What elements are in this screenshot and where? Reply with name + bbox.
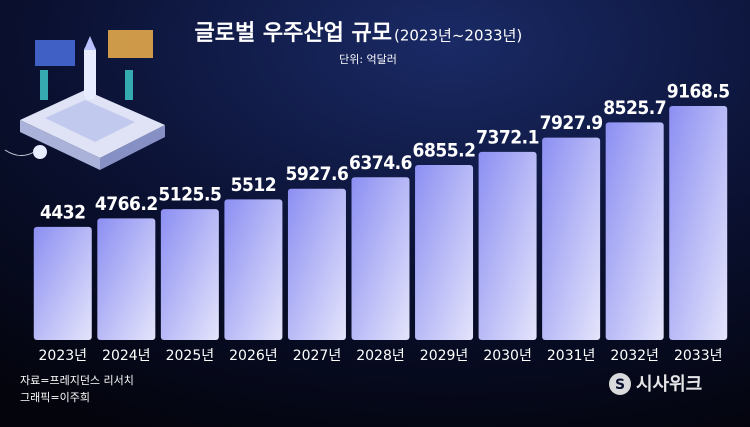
value-label: 6855.2 [413,140,476,162]
illustration [4,30,165,170]
logo: S 시사위크 [609,373,702,395]
value-label: 5512 [231,174,277,196]
value-label: 4432 [40,201,86,223]
x-tick-label: 2028년 [356,348,405,364]
bar [351,177,410,340]
bar [160,209,219,340]
value-label: 9168.5 [667,81,730,103]
x-tick-label: 2031년 [547,348,596,364]
logo-text: 시사위크 [636,374,702,395]
bar [97,218,156,340]
chart-title: 글로벌 우주산업 규모 [195,21,392,46]
x-tick-label: 2032년 [610,348,659,364]
value-label: 7372.1 [476,126,539,148]
x-tick-label: 2027년 [293,348,342,364]
bar [478,151,537,340]
unit-label: 단위: 억달러 [339,53,397,66]
x-tick-label: 2033년 [674,348,723,364]
bar [33,226,92,340]
value-label: 5125.5 [158,184,221,206]
value-label: 6374.6 [349,152,412,174]
source: 자료=프레지던스 리서치 [20,374,134,387]
x-tick-label: 2023년 [39,348,88,364]
x-tick-label: 2030년 [483,348,532,364]
bar [415,165,474,340]
bar [287,188,346,340]
chart-subtitle: (2023년~2033년) [394,27,522,45]
x-tick-label: 2024년 [102,348,151,364]
value-label: 4766.2 [95,193,158,215]
bar [224,199,283,340]
x-tick-label: 2029년 [420,348,469,364]
value-label: 5927.6 [285,163,348,185]
bar [605,122,664,341]
value-label: 8525.7 [603,97,666,119]
x-tick-label: 2026년 [229,348,278,364]
value-label: 7927.9 [540,112,603,134]
bar [542,137,601,340]
x-tick-label: 2025년 [166,348,215,364]
credit: 그래픽=이주희 [20,391,90,404]
bar [669,106,728,340]
svg-text:S: S [615,377,625,393]
